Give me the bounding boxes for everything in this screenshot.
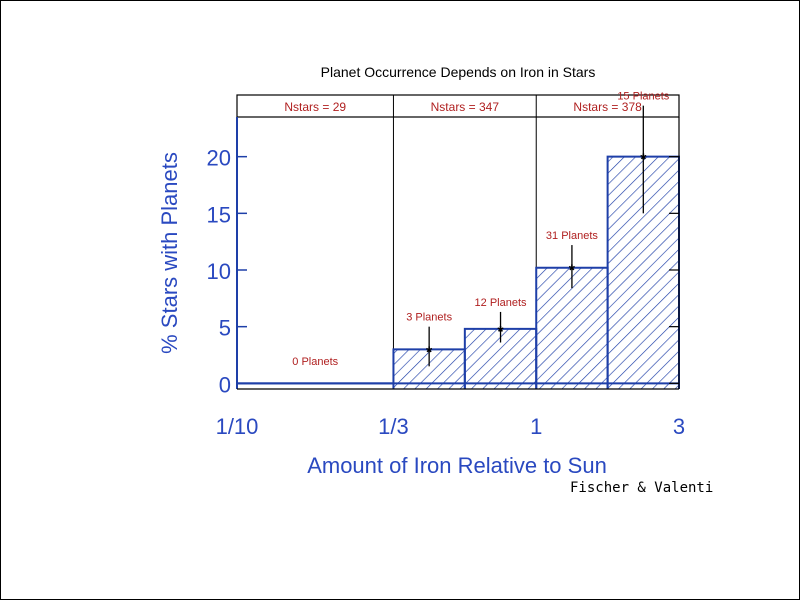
data-point-marker: * (426, 344, 433, 361)
data-point-marker: * (497, 324, 504, 341)
y-axis-label: % Stars with Planets (157, 152, 182, 354)
group-label: Nstars = 378 (573, 100, 642, 114)
y-tick-label: 20 (207, 146, 231, 171)
y-tick-label: 0 (219, 372, 231, 397)
credit-text: Fischer & Valenti (570, 480, 714, 496)
bar-annotation: 12 Planets (475, 297, 527, 309)
group-header-band (236, 94, 680, 118)
chart-title: Planet Occurrence Depends on Iron in Sta… (321, 64, 596, 80)
x-tick-label: 1/3 (378, 414, 409, 439)
bar-annotation: 15 Planets (617, 91, 669, 103)
bar-annotation: 3 Planets (406, 312, 452, 324)
bar-annotation: 0 Planets (292, 356, 338, 368)
data-point-marker: * (640, 152, 647, 169)
group-label: Nstars = 29 (284, 100, 346, 114)
group-label: Nstars = 347 (431, 100, 500, 114)
data-point-marker: * (569, 263, 576, 280)
x-tick-label: 1 (530, 414, 542, 439)
bar-annotation: 31 Planets (546, 230, 598, 242)
x-tick-label: 1/10 (216, 414, 259, 439)
x-tick-label: 3 (673, 414, 685, 439)
y-tick-label: 5 (219, 316, 231, 341)
y-tick-label: 15 (207, 202, 231, 227)
x-axis-label: Amount of Iron Relative to Sun (307, 453, 607, 478)
y-tick-label: 10 (207, 259, 231, 284)
